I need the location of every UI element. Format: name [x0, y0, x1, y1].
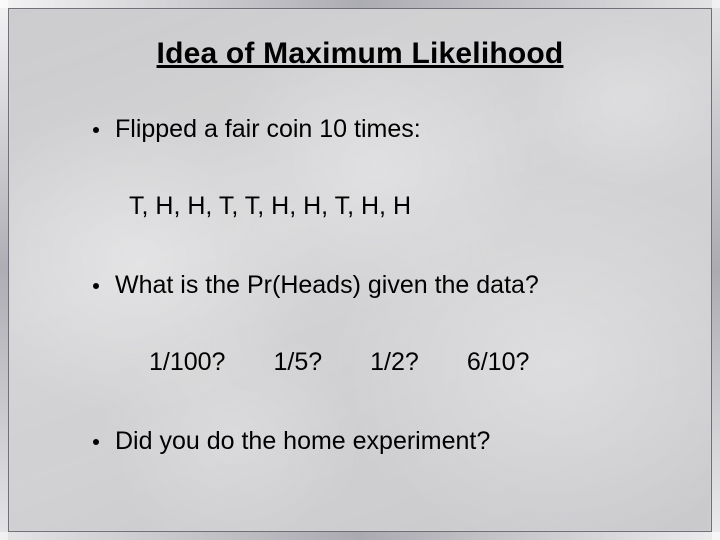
- coin-sequence: T, H, H, T, T, H, H, T, H, H: [129, 192, 663, 221]
- bullet-dot-icon: [93, 127, 99, 133]
- option-2: 1/5?: [273, 348, 322, 377]
- bullet-text-1: Flipped a fair coin 10 times:: [115, 115, 421, 144]
- slide-frame: Idea of Maximum Likelihood Flipped a fai…: [0, 0, 720, 540]
- option-4: 6/10?: [467, 348, 530, 377]
- probability-options: 1/100? 1/5? 1/2? 6/10?: [149, 348, 663, 377]
- slide-inner: Idea of Maximum Likelihood Flipped a fai…: [8, 8, 712, 532]
- bullet-item-3: Did you do the home experiment?: [93, 427, 663, 456]
- bullet-text-3: Did you do the home experiment?: [115, 427, 490, 456]
- slide-title: Idea of Maximum Likelihood: [57, 37, 663, 71]
- slide-content: Idea of Maximum Likelihood Flipped a fai…: [9, 9, 711, 480]
- bullet-text-2: What is the Pr(Heads) given the data?: [115, 271, 539, 300]
- bullet-dot-icon: [93, 439, 99, 445]
- bullet-item-2: What is the Pr(Heads) given the data?: [93, 271, 663, 300]
- bullet-dot-icon: [93, 283, 99, 289]
- option-3: 1/2?: [370, 348, 419, 377]
- bullet-item-1: Flipped a fair coin 10 times:: [93, 115, 663, 144]
- option-1: 1/100?: [149, 348, 225, 377]
